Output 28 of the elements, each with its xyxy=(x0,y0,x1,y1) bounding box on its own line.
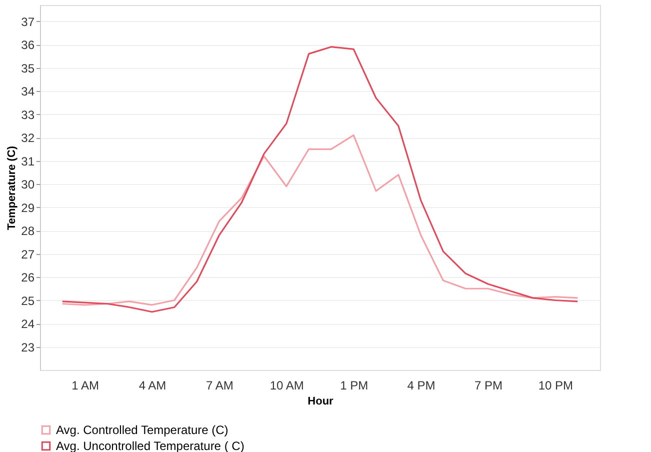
line-series xyxy=(62,134,578,306)
x-tick-label: 7 AM xyxy=(206,378,234,392)
y-tick-label: 33 xyxy=(21,108,35,122)
y-tick-label: 25 xyxy=(21,294,35,308)
y-tick-label: 24 xyxy=(21,317,35,332)
y-tick-label: 35 xyxy=(21,61,35,76)
y-tick-label: 30 xyxy=(21,178,35,192)
y-tick-label: 34 xyxy=(21,84,35,99)
x-tick-label: 10 AM xyxy=(270,378,304,392)
y-tick-label: 28 xyxy=(21,224,35,238)
x-tick-label: 7 PM xyxy=(474,378,503,392)
x-tick-label: 4 AM xyxy=(138,378,166,392)
y-tick-label: 37 xyxy=(21,14,35,29)
y-tick-label: 32 xyxy=(21,131,35,146)
y-tick-label: 36 xyxy=(21,38,35,52)
x-tick-label: 4 PM xyxy=(407,378,436,392)
y-tick-label: 26 xyxy=(21,270,35,285)
y-axis-title: Temperature (C) xyxy=(6,146,18,230)
legend-label: Avg. Controlled Temperature (C) xyxy=(56,423,228,437)
y-tick-label: 23 xyxy=(21,340,35,354)
y-tick-label: 27 xyxy=(21,247,35,262)
line-series xyxy=(62,46,578,313)
y-tick-label: 29 xyxy=(21,200,35,215)
x-tick-label: 1 AM xyxy=(72,378,99,392)
x-tick-label: 10 PM xyxy=(538,378,574,392)
x-tick-label: 1 PM xyxy=(340,378,368,392)
x-axis-title: Hour xyxy=(308,396,334,408)
y-tick-label: 31 xyxy=(21,154,35,168)
